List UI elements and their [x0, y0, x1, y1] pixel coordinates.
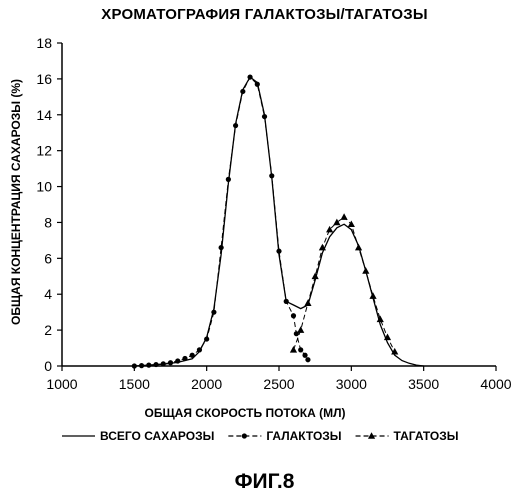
circle-point — [190, 353, 195, 358]
y-tick-label: 16 — [36, 71, 52, 87]
series-ТАГАТОЗЫ — [290, 213, 398, 354]
circle-point — [262, 114, 267, 119]
circle-point — [269, 173, 274, 178]
y-tick-label: 8 — [44, 214, 52, 230]
circle-point — [240, 89, 245, 94]
triangle-point — [355, 244, 362, 251]
x-tick-label: 4000 — [480, 376, 511, 392]
circle-point — [291, 313, 296, 318]
triangle-point — [362, 267, 369, 274]
x-tick-label: 1500 — [119, 376, 150, 392]
circle-point — [284, 299, 289, 304]
circle-point — [197, 347, 202, 352]
y-tick-label: 2 — [44, 322, 52, 338]
series-ВСЕГО САХАРОЗЫ — [134, 77, 423, 366]
legend-item: ВСЕГО САХАРОЗЫ — [62, 429, 214, 443]
triangle-point — [341, 213, 348, 220]
y-axis-title: ОБЩАЯ КОНЦЕНТРАЦИЯ САХАРОЗЫ (%) — [9, 79, 23, 325]
legend-label: ВСЕГО САХАРОЗЫ — [100, 429, 214, 443]
triangle-point — [297, 326, 304, 333]
legend-marker — [242, 433, 247, 438]
triangle-point — [348, 220, 355, 227]
axes — [57, 43, 496, 371]
circle-point — [182, 356, 187, 361]
series-ГАЛАКТОЗЫ — [132, 74, 311, 368]
x-tick-label: 3500 — [408, 376, 439, 392]
dashed-line — [134, 77, 308, 366]
circle-point — [302, 353, 307, 358]
circle-point — [255, 82, 260, 87]
x-axis-title: ОБЩАЯ СКОРОСТЬ ПОТОКА (МЛ) — [144, 406, 345, 420]
y-tick-label: 0 — [44, 358, 52, 374]
circle-point — [276, 249, 281, 254]
circle-point — [139, 363, 144, 368]
legend-item: ТАГАТОЗЫ — [356, 429, 459, 443]
legend-label: ТАГАТОЗЫ — [394, 429, 459, 443]
y-tick-label: 6 — [44, 250, 52, 266]
y-tick-label: 12 — [36, 143, 52, 159]
y-tick-label: 10 — [36, 179, 52, 195]
x-tick-label: 1000 — [46, 376, 77, 392]
tick-labels: 1000 1500 2000 2500 3000 3500 4000 0 2 4 6 8 10 12 14 1… — [36, 35, 511, 392]
triangle-point — [369, 292, 376, 299]
x-tick-label: 3000 — [336, 376, 367, 392]
y-tick-label: 4 — [44, 286, 52, 302]
circle-point — [161, 361, 166, 366]
circle-point — [175, 358, 180, 363]
triangle-point — [304, 299, 311, 306]
circle-point — [305, 357, 310, 362]
circle-point — [204, 336, 209, 341]
chromatography-chart: 1000 1500 2000 2500 3000 3500 4000 0 2 4 6 8 10 12 14 1… — [0, 0, 529, 470]
circle-point — [168, 360, 173, 365]
triangle-point — [312, 272, 319, 279]
circle-point — [219, 245, 224, 250]
triangle-point — [333, 219, 340, 226]
circle-point — [132, 363, 137, 368]
x-tick-label: 2500 — [263, 376, 294, 392]
figure-label: ФИГ.8 — [0, 470, 529, 494]
total-line — [134, 77, 423, 366]
x-tick-label: 2000 — [191, 376, 222, 392]
legend-label: ГАЛАКТОЗЫ — [266, 429, 341, 443]
circle-point — [153, 362, 158, 367]
legend-item: ГАЛАКТОЗЫ — [228, 429, 341, 443]
triangle-point — [290, 346, 297, 353]
circle-point — [247, 74, 252, 79]
circle-point — [146, 363, 151, 368]
y-tick-label: 14 — [36, 107, 52, 123]
legend: ВСЕГО САХАРОЗЫ ГАЛАКТОЗЫ ТАГАТОЗЫ — [62, 429, 459, 443]
circle-point — [233, 123, 238, 128]
circle-point — [226, 177, 231, 182]
series-layer — [132, 74, 424, 368]
circle-point — [211, 310, 216, 315]
circle-point — [298, 347, 303, 352]
dashed-line — [294, 217, 395, 352]
y-tick-label: 18 — [36, 35, 52, 51]
